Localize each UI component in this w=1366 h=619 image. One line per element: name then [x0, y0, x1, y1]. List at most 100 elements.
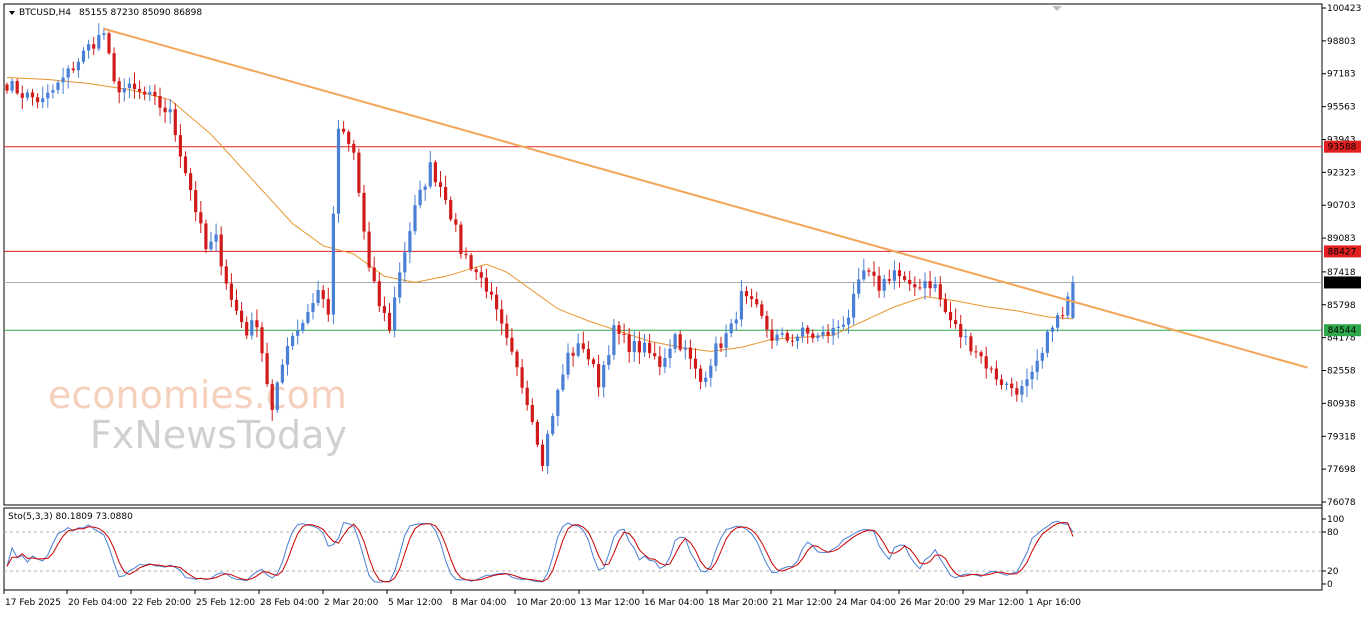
price-tick-label: 90703: [1327, 201, 1356, 211]
stochastic-signal-line: [6, 521, 1074, 583]
candle-bull: [336, 128, 341, 214]
candle-bear: [183, 156, 188, 174]
level-price-tag: [1324, 245, 1361, 258]
candle-bull: [393, 297, 397, 331]
horizontal-levels[interactable]: 93588 88427 86898 84544: [4, 140, 1361, 337]
candle-bear: [204, 223, 208, 250]
candle-bull: [428, 162, 432, 187]
candles: [5, 23, 1075, 475]
candle-bear: [581, 343, 585, 350]
candle-bull: [836, 326, 840, 328]
candle-bear: [454, 219, 458, 225]
stochastic-oscillator: [4, 520, 1322, 583]
candle-bull: [816, 335, 820, 338]
candle-bull: [780, 333, 784, 335]
candle-bear: [36, 97, 40, 103]
symbol-dropdown-icon[interactable]: [9, 11, 15, 15]
candle-bull: [683, 347, 687, 350]
candle-bull: [892, 270, 896, 281]
candle-bull: [882, 278, 886, 291]
candle-bull: [1066, 296, 1070, 316]
candle-bear: [500, 309, 504, 324]
candle-bear: [699, 368, 703, 382]
candle-bull: [673, 334, 677, 349]
level-price-tag: [1324, 276, 1361, 289]
candle-bull: [576, 343, 580, 356]
candle-bull: [739, 291, 743, 320]
candle-bear: [92, 44, 96, 49]
candle-bull: [87, 44, 91, 51]
candle-bear: [540, 444, 545, 467]
candle-bear: [372, 267, 376, 282]
level-price-label: 93588: [1328, 143, 1357, 153]
candle-bear: [969, 336, 973, 352]
candle-bull: [964, 336, 968, 338]
candle-bull: [250, 320, 254, 336]
candle-bull: [301, 322, 305, 331]
moving-average: [6, 77, 1073, 352]
oscillator-pane[interactable]: [3, 507, 1323, 591]
candle-bull: [862, 270, 866, 280]
candle-bear: [178, 135, 182, 157]
candle-bear: [229, 283, 233, 300]
candle-bull: [81, 50, 86, 62]
candle-bear: [107, 33, 111, 54]
candle-bear: [959, 324, 963, 338]
candle-bull: [311, 303, 315, 312]
candle-bull: [561, 374, 565, 390]
price-tick-label: 87418: [1327, 268, 1356, 278]
symbol-label: BTCUSD,H4: [19, 8, 71, 18]
candle-bull: [668, 348, 672, 359]
stochastic-main-line: [6, 520, 1074, 583]
candle-bear: [367, 231, 371, 268]
candle-bear: [484, 277, 488, 292]
candle-bear: [948, 311, 953, 321]
descending-trendline[interactable]: [103, 27, 1308, 369]
candle-bear: [326, 299, 330, 315]
candle-bear: [994, 368, 998, 380]
candle-bull: [714, 343, 718, 366]
candle-bull: [102, 33, 106, 35]
time-tick-label: 5 Mar 12:00: [388, 598, 443, 608]
candle-bear: [158, 96, 162, 108]
osc-tick-label: 0: [1327, 580, 1333, 590]
candle-bear: [240, 310, 244, 323]
candle-bull: [1040, 352, 1044, 361]
candle-bull: [546, 433, 550, 467]
candle-bear: [219, 234, 223, 267]
candle-bear: [918, 287, 922, 289]
candle-bull: [795, 336, 800, 341]
chart-shift-marker-icon[interactable]: [1052, 6, 1062, 11]
trendline[interactable]: [103, 27, 1308, 369]
candle-bull: [852, 293, 856, 318]
candle-bull: [423, 186, 427, 190]
candle-bear: [342, 128, 346, 132]
candle-bear: [173, 109, 177, 136]
candle-bull: [306, 311, 310, 323]
candle-bull: [612, 325, 616, 356]
candle-bear: [234, 299, 239, 311]
candle-bull: [566, 352, 570, 375]
candle-bear: [495, 294, 499, 310]
time-tick-label: 29 Mar 12:00: [964, 598, 1024, 608]
candle-bear: [260, 327, 264, 354]
candle-bull: [841, 324, 845, 327]
main-pane[interactable]: [3, 3, 1323, 506]
candle-bull: [331, 213, 335, 315]
price-tick-label: 89083: [1327, 234, 1356, 244]
time-tick-label: 10 Mar 20:00: [516, 598, 576, 608]
candle-bear: [505, 323, 509, 338]
osc-tick-label: 100: [1327, 515, 1344, 525]
candle-bear: [719, 343, 723, 348]
price-axis: 100423 98803 97183 95563 93943 92323 90703 8908…: [1322, 4, 1361, 508]
candle-bull: [602, 365, 606, 388]
candle-bear: [928, 281, 932, 289]
candle-bear: [270, 384, 274, 410]
candle-bull: [642, 342, 647, 353]
candle-bear: [627, 334, 631, 353]
price-tick-label: 97183: [1327, 70, 1356, 80]
time-tick-label: 17 Feb 2025: [5, 598, 61, 608]
candle-bear: [352, 143, 356, 153]
